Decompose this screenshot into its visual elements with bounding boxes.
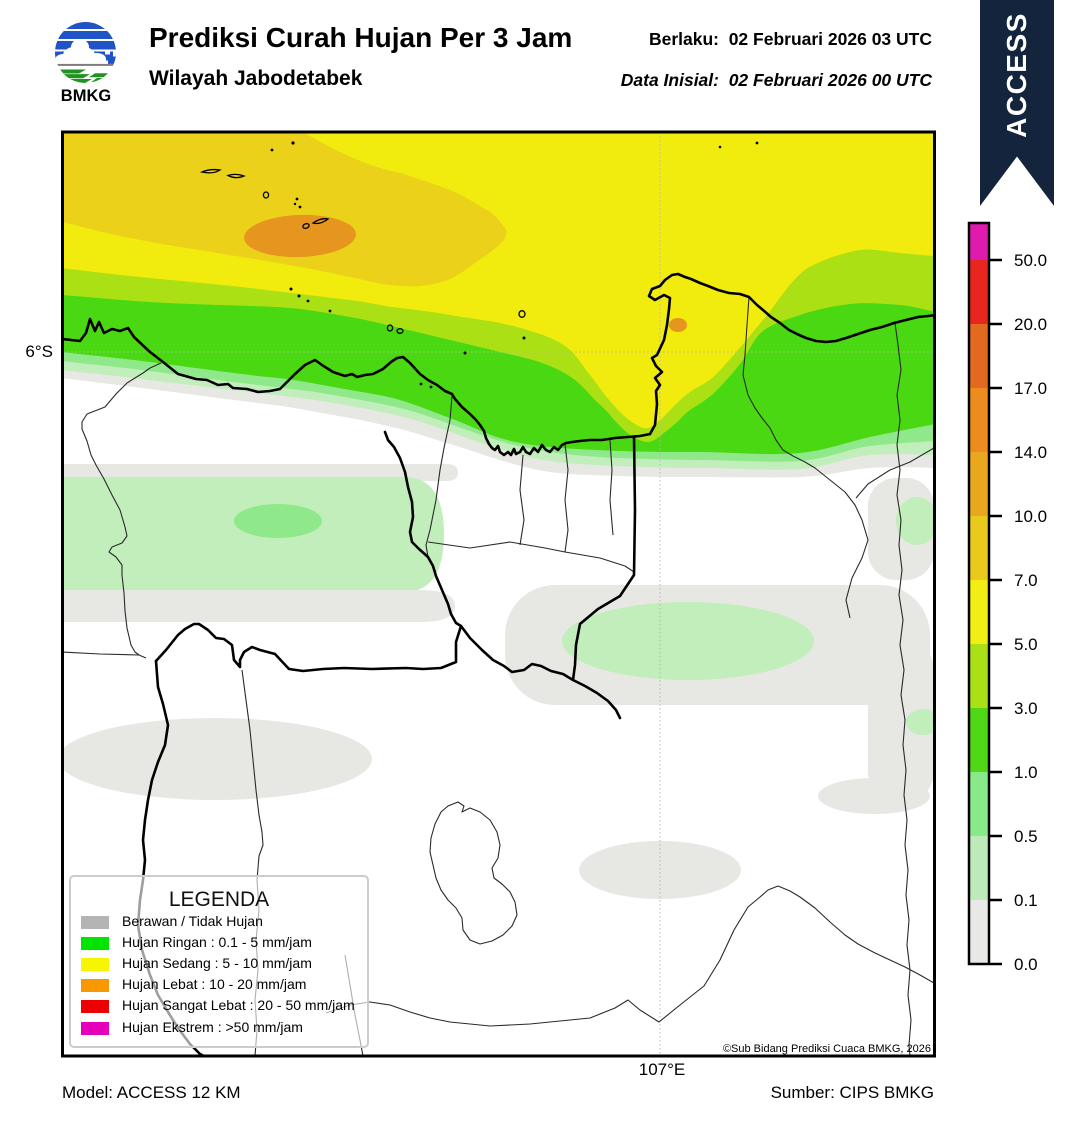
svg-text:0.5: 0.5 (1014, 827, 1038, 846)
svg-text:50.0: 50.0 (1014, 251, 1047, 270)
svg-text:3.0: 3.0 (1014, 699, 1038, 718)
svg-text:7.0: 7.0 (1014, 571, 1038, 590)
svg-text:0.1: 0.1 (1014, 891, 1038, 910)
svg-text:10.0: 10.0 (1014, 507, 1047, 526)
svg-text:1.0: 1.0 (1014, 763, 1038, 782)
svg-text:14.0: 14.0 (1014, 443, 1047, 462)
svg-text:17.0: 17.0 (1014, 379, 1047, 398)
svg-text:©Sub Bidang Prediksi Cuaca BMK: ©Sub Bidang Prediksi Cuaca BMKG, 2026 (723, 1043, 931, 1055)
svg-text:0.0: 0.0 (1014, 955, 1038, 974)
svg-text:20.0: 20.0 (1014, 315, 1047, 334)
svg-text:5.0: 5.0 (1014, 635, 1038, 654)
